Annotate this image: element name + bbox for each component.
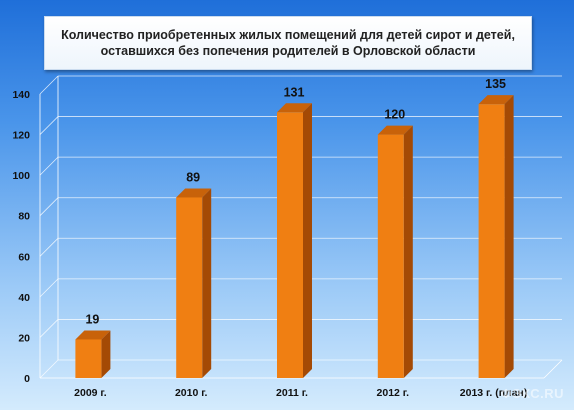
grid-diagonal (39, 197, 59, 216)
watermark: ФЭКС.RU (500, 386, 564, 401)
data-label: 131 (284, 85, 305, 99)
grid-diagonal (39, 116, 59, 135)
bar-top (176, 188, 212, 198)
bar-side (504, 95, 514, 379)
grid-diagonal (39, 156, 59, 176)
bar (176, 197, 203, 378)
floor-edge (543, 359, 563, 379)
y-tick-label: 60 (18, 251, 30, 263)
bar (478, 104, 505, 379)
bar-side (403, 125, 413, 378)
y-tick-label: 80 (18, 211, 30, 223)
bar-top (75, 330, 111, 340)
bar-top (377, 125, 413, 135)
bar (277, 112, 303, 378)
data-label: 135 (485, 77, 506, 91)
y-tick-label: 40 (18, 292, 30, 304)
x-tick-label: 2012 г. (377, 387, 410, 399)
bar-side (303, 103, 312, 378)
grid-diagonal (39, 319, 59, 338)
bar-top (277, 103, 312, 113)
x-tick-label: 2010 г. (175, 387, 208, 399)
y-tick-label: 20 (18, 332, 30, 344)
y-tick-label: 120 (12, 130, 30, 142)
y-tick-label: 0 (24, 373, 30, 385)
grid-diagonal (39, 238, 59, 257)
grid-diagonal (39, 75, 59, 95)
chart-title-box: Количество приобретенных жилых помещений… (44, 16, 532, 70)
bar-side (202, 188, 212, 378)
x-tick-label: 2011 г. (276, 387, 308, 399)
grid-diagonal (39, 278, 59, 298)
data-label: 120 (384, 108, 405, 122)
bar (75, 339, 102, 378)
data-label: 19 (85, 312, 99, 326)
bar (377, 134, 404, 378)
y-tick-label: 140 (12, 89, 30, 101)
bar-top (478, 95, 514, 105)
y-tick-label: 100 (12, 170, 30, 182)
bar-side (101, 330, 111, 378)
grid-diagonal (39, 359, 59, 379)
x-tick-label: 2009 г. (74, 387, 107, 399)
x-tick-label: 2013 г. (план) (460, 387, 528, 399)
data-label: 89 (186, 170, 200, 184)
chart-title: Количество приобретенных жилых помещений… (61, 28, 515, 58)
